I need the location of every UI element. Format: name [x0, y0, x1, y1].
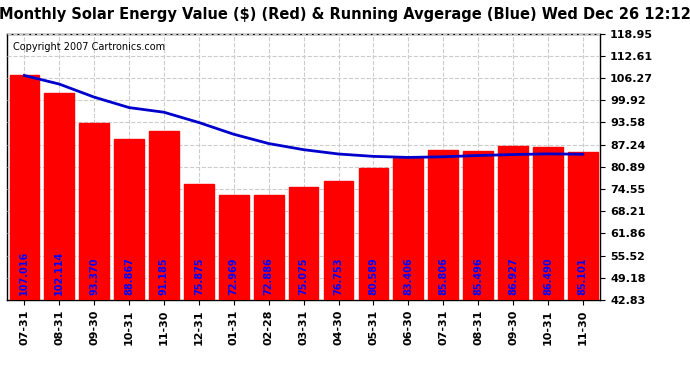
Bar: [184, 184, 214, 300]
Bar: [79, 123, 109, 300]
Text: Copyright 2007 Cartronics.com: Copyright 2007 Cartronics.com: [13, 42, 165, 52]
Text: 75.875: 75.875: [194, 257, 204, 295]
Text: 75.075: 75.075: [299, 257, 308, 295]
Text: 83.406: 83.406: [404, 257, 413, 295]
Text: 76.753: 76.753: [333, 257, 344, 295]
Text: 88.867: 88.867: [124, 257, 134, 295]
Text: 80.589: 80.589: [368, 257, 378, 295]
Text: 85.806: 85.806: [438, 257, 449, 295]
Bar: [149, 131, 179, 300]
Text: 86.927: 86.927: [508, 257, 518, 295]
Bar: [324, 182, 353, 300]
Text: 107.016: 107.016: [19, 251, 30, 295]
Bar: [219, 195, 248, 300]
Bar: [44, 93, 74, 300]
Bar: [115, 139, 144, 300]
Bar: [568, 152, 598, 300]
Text: 85.101: 85.101: [578, 257, 588, 295]
Text: 72.969: 72.969: [229, 257, 239, 295]
Text: 85.496: 85.496: [473, 257, 483, 295]
Text: 91.185: 91.185: [159, 257, 169, 295]
Bar: [533, 147, 563, 300]
Bar: [498, 146, 528, 300]
Bar: [359, 168, 388, 300]
Bar: [10, 75, 39, 300]
Text: 86.490: 86.490: [543, 257, 553, 295]
Text: 102.114: 102.114: [55, 251, 64, 295]
Bar: [254, 195, 284, 300]
Bar: [428, 150, 458, 300]
Text: 93.370: 93.370: [89, 257, 99, 295]
Text: Monthly Solar Energy Value ($) (Red) & Running Avgerage (Blue) Wed Dec 26 12:12: Monthly Solar Energy Value ($) (Red) & R…: [0, 8, 690, 22]
Bar: [463, 151, 493, 300]
Bar: [393, 158, 423, 300]
Bar: [289, 187, 319, 300]
Text: 72.886: 72.886: [264, 257, 274, 295]
